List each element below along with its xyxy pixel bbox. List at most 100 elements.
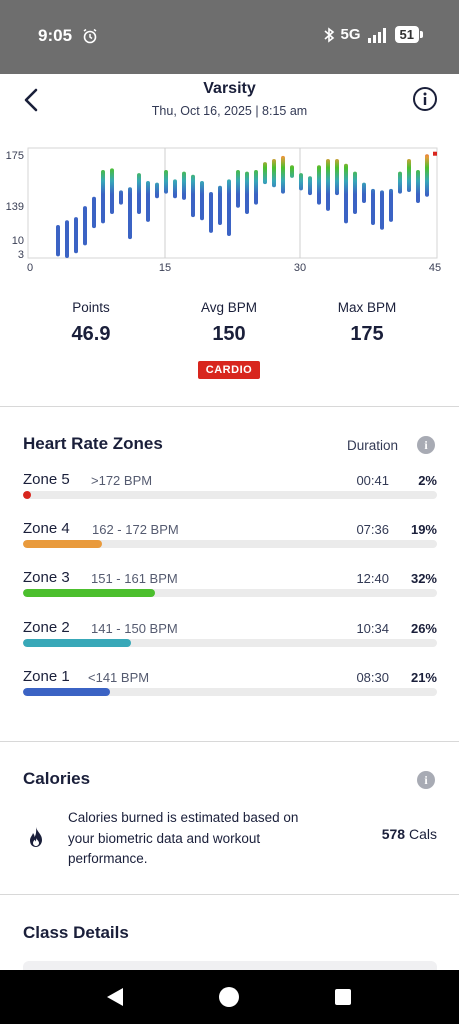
stat-label: Avg BPM: [200, 300, 258, 315]
heart-rate-bar: [74, 217, 78, 254]
zone-duration: 00:41: [356, 473, 389, 488]
stat-value: 150: [212, 323, 246, 345]
heart-rate-bar: [380, 190, 384, 230]
x-tick-label: 30: [294, 262, 306, 274]
heart-rate-bar: [164, 170, 168, 194]
page-title: Varsity: [203, 80, 256, 97]
divider: [0, 741, 459, 742]
zone-row: Zone 3 151 - 161 BPM 12:40 32%: [0, 569, 459, 618]
heart-rate-bar: [362, 182, 366, 203]
stat-value: 175: [350, 323, 384, 345]
zone-range: 141 - 150 BPM: [91, 621, 178, 636]
heart-rate-bar: [335, 159, 339, 196]
heart-rate-bar: [245, 171, 249, 214]
zone-name: Zone 2: [23, 619, 70, 636]
info-icon[interactable]: [412, 86, 438, 112]
zone-progress-track: [23, 540, 437, 548]
heart-rate-bar: [281, 155, 285, 194]
zone-duration: 07:36: [356, 522, 389, 537]
heart-rate-bar: [191, 174, 195, 218]
heart-rate-bar: [236, 170, 240, 208]
x-tick-label: 45: [429, 262, 441, 274]
divider: [0, 406, 459, 407]
zone-name: Zone 5: [23, 471, 70, 488]
zone-progress-track: [23, 491, 437, 499]
status-bar: 9:05 5G 51: [0, 0, 459, 74]
cardio-badge: CARDIO: [198, 361, 260, 379]
heart-rate-bar: [110, 168, 114, 214]
heart-rate-bar: [326, 159, 330, 211]
zone-range: 151 - 161 BPM: [91, 571, 178, 586]
info-icon[interactable]: i: [417, 436, 435, 454]
calories-title: Calories: [23, 769, 91, 788]
zone-progress-fill: [23, 540, 102, 548]
zone-progress-fill: [23, 688, 110, 696]
heart-rate-bar: [425, 154, 429, 197]
zone-row: Zone 2 141 - 150 BPM 10:34 26%: [0, 619, 459, 668]
heart-rate-bar: [173, 179, 177, 199]
heart-rate-bar: [182, 171, 186, 200]
stat-label: Max BPM: [337, 300, 397, 315]
zone-range: 162 - 172 BPM: [92, 522, 179, 537]
y-tick-label: 139: [6, 201, 24, 213]
heart-rate-bar: [254, 170, 258, 205]
stat-points: Points 46.9: [26, 300, 156, 346]
network-type: 5G: [340, 26, 361, 43]
heart-rate-bar: [344, 163, 348, 224]
status-time: 9:05: [38, 26, 73, 45]
class-details-title: Class Details: [23, 923, 129, 942]
nav-recents-icon[interactable]: [335, 989, 351, 1005]
heart-rate-bar: [371, 188, 375, 225]
heart-rate-bar: [227, 179, 231, 236]
heart-rate-bar: [119, 190, 123, 205]
x-tick-label: 0: [27, 262, 33, 274]
alarm-icon: [83, 28, 97, 44]
battery-icon: 51: [394, 26, 424, 43]
heart-rate-bar: [146, 181, 150, 222]
heart-rate-bar: [218, 185, 222, 225]
zone-percent: 32%: [410, 571, 437, 586]
duration-label: Duration: [347, 438, 399, 453]
zone-percent: 2%: [418, 473, 437, 488]
heart-rate-bar: [92, 196, 96, 229]
flame-icon: [30, 827, 42, 847]
heart-rate-bar: [290, 165, 294, 178]
zone-name: Zone 4: [23, 520, 70, 537]
heart-rate-bar: [155, 182, 159, 199]
heart-rate-chart: 0 15 30 45 175 139 10 3: [0, 140, 459, 275]
zone-range: >172 BPM: [91, 473, 153, 488]
heart-rate-bar: [101, 170, 105, 224]
chart-frame: [27, 147, 438, 259]
zone-progress-track: [23, 589, 437, 597]
zone-duration: 10:34: [356, 621, 389, 636]
heart-rate-bar: [263, 162, 267, 185]
heart-rate-bar: [407, 159, 411, 192]
chevron-left-icon[interactable]: [18, 86, 46, 114]
heart-rate-bar: [317, 165, 321, 205]
zone-duration: 08:30: [356, 670, 389, 685]
stat-max-bpm: Max BPM 175: [302, 300, 432, 346]
heart-rate-bar: [65, 220, 69, 258]
workout-date: Thu, Oct 16, 2025 | 8:15 am: [151, 104, 308, 118]
signal-icon: [367, 27, 386, 43]
zone-range: <141 BPM: [88, 670, 150, 685]
zone-progress-fill: [23, 491, 32, 499]
heart-rate-bar: [83, 206, 87, 246]
zone-progress-fill: [23, 639, 131, 647]
heart-rate-bar: [299, 173, 303, 191]
heart-rate-bar: [272, 159, 276, 188]
heart-rate-marker: [433, 151, 437, 156]
heart-rate-bar: [389, 188, 393, 222]
nav-home-icon[interactable]: [219, 987, 239, 1007]
heart-rate-bar: [209, 192, 213, 233]
info-icon[interactable]: i: [417, 771, 435, 789]
zone-duration: 12:40: [356, 571, 389, 586]
nav-back-icon[interactable]: [106, 987, 124, 1007]
stat-value: 46.9: [71, 323, 111, 345]
calories-description: Calories burned is estimated based on yo…: [68, 810, 299, 866]
zone-row: Zone 5 >172 BPM 00:41 2%: [0, 471, 459, 520]
heart-rate-bar: [353, 171, 357, 214]
stat-avg-bpm: Avg BPM 150: [164, 300, 294, 346]
heart-rate-bar: [128, 187, 132, 240]
